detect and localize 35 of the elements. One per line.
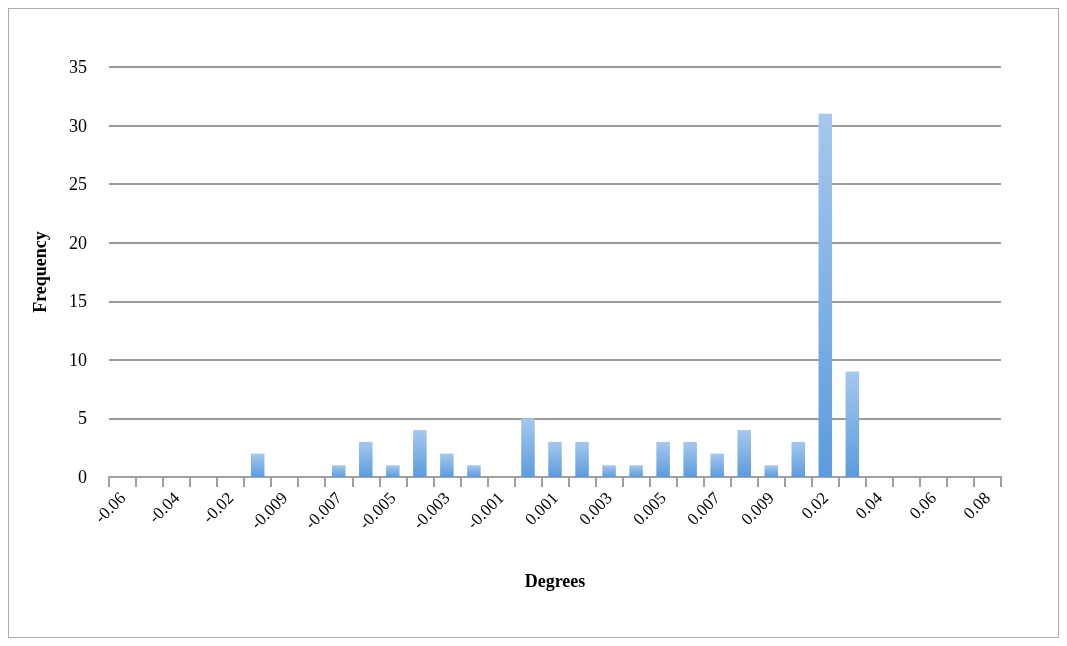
x-tick-label: 0.06 [905,488,941,523]
x-tick-label: 0.08 [959,488,995,523]
bar [575,441,589,477]
bar [818,113,833,477]
y-tick-label: 10 [69,349,87,370]
bar [467,465,481,477]
y-tick-label: 0 [78,467,87,487]
bar [629,465,643,477]
bar [791,441,806,477]
bar [250,453,265,477]
bar [710,453,724,477]
x-tick-label: 0.04 [851,487,887,523]
y-tick-label: 25 [69,174,87,195]
x-tick-label: 0.02 [797,488,833,523]
bar [521,418,535,477]
bar [440,453,454,477]
bar [602,465,616,477]
bar [656,441,670,477]
y-tick-label: 15 [69,291,87,312]
bar [845,371,860,477]
bar [548,441,562,477]
bar [413,430,427,477]
y-axis-title: Frequency [30,231,50,313]
bar [764,465,778,477]
x-axis-title: Degrees [524,571,586,591]
bar [359,441,373,477]
y-tick-label: 5 [78,408,87,429]
y-tick-label: 30 [69,115,87,136]
x-tick-label: -0.02 [198,488,238,527]
bar [737,430,751,477]
bar [386,465,400,477]
bar [332,465,346,477]
bar [683,441,697,477]
y-tick-label: 35 [69,57,87,77]
y-tick-label: 20 [69,232,87,253]
